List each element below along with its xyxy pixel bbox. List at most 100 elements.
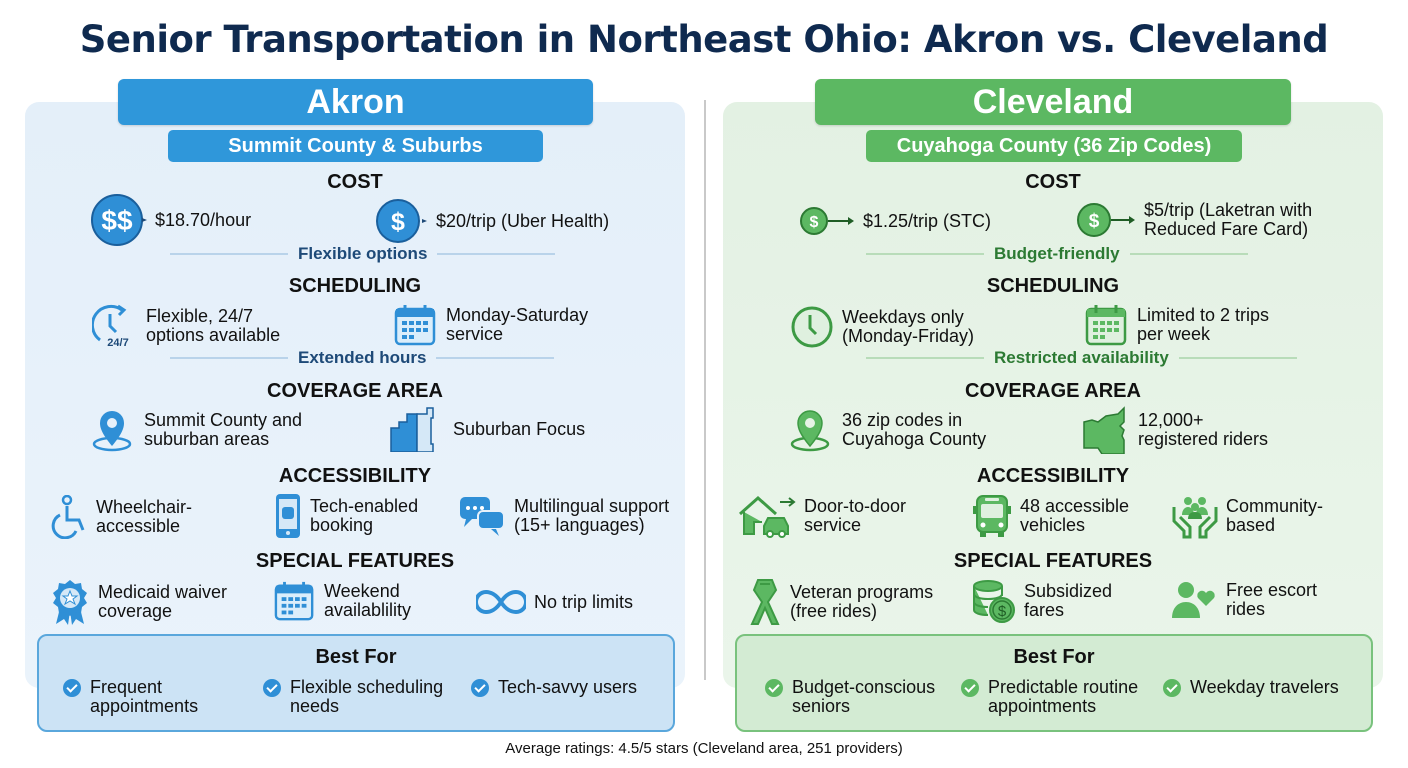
akron-coverage-area-line1: Summit County and <box>144 410 303 430</box>
ratings-footnote: Average ratings: 4.5/5 stars (Cleveland … <box>505 740 903 757</box>
location-pin-icon <box>92 408 136 452</box>
akron-best-for-item: Tech-savvy users <box>471 678 637 697</box>
chat-bubbles-icon <box>458 495 506 537</box>
akron-special-medicaid-line1: Medicaid waiver <box>98 582 228 602</box>
cleveland-access-community-line1: Community- <box>1226 496 1324 516</box>
infinity-icon <box>476 589 526 615</box>
svg-text:$: $ <box>391 208 405 236</box>
akron-scheduling-heading: SCHEDULING <box>288 275 422 297</box>
clock-icon <box>790 305 834 349</box>
cleveland-special-subsidized: $ Subsidized fares <box>972 578 1112 624</box>
coins-icon: $ <box>972 578 1016 624</box>
check-circle-icon <box>961 679 979 697</box>
cleveland-accessibility-heading: ACCESSIBILITY <box>976 465 1130 487</box>
akron-special-weekend: Weekend availablility <box>274 580 411 622</box>
svg-text:$$: $$ <box>101 205 133 236</box>
akron-scheduling-days: Monday-Saturday service <box>394 304 588 346</box>
ribbon-icon <box>748 578 782 626</box>
akron-access-wheelchair-line1: Wheelchair- <box>96 497 193 517</box>
cleveland-scheduling-tag: Restricted availability <box>866 348 1297 368</box>
akron-cost-hourly: $$ $18.70/hour <box>91 194 251 246</box>
akron-coverage-suburban: Suburban Focus <box>389 406 585 452</box>
award-ribbon-icon <box>50 578 90 626</box>
akron-coverage-area: Summit County and suburban areas <box>92 408 302 452</box>
cleveland-coverage-heading: COVERAGE AREA <box>965 380 1141 402</box>
page-title: Senior Transportation in Northeast Ohio:… <box>79 18 1329 61</box>
svg-text:24/7: 24/7 <box>107 337 128 348</box>
akron-best-for-item: Flexible scheduling needs <box>263 678 443 716</box>
cleveland-coverage-zips-line1: 36 zip codes in <box>842 410 963 430</box>
akron-accessibility-heading: ACCESSIBILITY <box>278 465 432 487</box>
cleveland-cost-heading: COST <box>1025 171 1081 193</box>
cleveland-panel <box>723 102 1383 688</box>
akron-scheduling-flexible: 24/7 Flexible, 24/7 options available <box>92 304 280 348</box>
akron-cost-heading: COST <box>327 171 383 193</box>
cleveland-special-subsidized-line1: Subsidized <box>1024 581 1113 601</box>
cleveland-access-door: Door-to-door service <box>738 494 906 538</box>
cleveland-best-for-item: Weekday travelers <box>1163 678 1339 697</box>
cleveland-special-veteran: Veteran programs (free rides) <box>748 578 933 626</box>
cleveland-access-vehicles-line1: 48 accessible <box>1020 496 1130 516</box>
akron-access-tech: Tech-enabled booking <box>274 492 418 540</box>
bus-icon <box>972 494 1012 538</box>
check-circle-icon <box>1163 679 1181 697</box>
double-dollar-icon: $$ <box>91 194 147 246</box>
akron-cost-tag: Flexible options <box>170 244 556 264</box>
cleveland-cost-laketran: $ $5/trip (Laketran with Reduced Fare Car… <box>1076 201 1312 239</box>
smartphone-icon <box>274 492 302 540</box>
akron-special-heading: SPECIAL FEATURES <box>255 550 455 572</box>
akron-coverage-heading: COVERAGE AREA <box>267 380 443 402</box>
akron-subtitle: Summit County & Suburbs <box>168 130 543 162</box>
check-circle-icon <box>471 679 489 697</box>
cleveland-cost-stc-text: $1.25/trip (STC) <box>863 210 992 231</box>
akron-panel <box>25 102 685 688</box>
akron-cost-uber: $ $20/trip (Uber Health) <box>376 198 609 244</box>
akron-special-no-limits-text: No trip limits <box>534 591 634 612</box>
akron-best-for: Best For Frequent appointments Flexible s… <box>37 634 675 732</box>
akron-cost-hourly-text: $18.70/hour <box>155 209 252 230</box>
check-circle-icon <box>263 679 281 697</box>
cleveland-best-for-item: Predictable routine appointments <box>961 678 1138 716</box>
wheelchair-icon <box>48 495 88 539</box>
akron-cost-uber-text: $20/trip (Uber Health) <box>436 210 610 231</box>
cleveland-access-door-line1: Door-to-door <box>804 496 907 516</box>
cleveland-coverage-riders: 12,000+ registered riders <box>1082 406 1268 454</box>
akron-access-wheelchair: Wheelchair-accessible <box>48 495 192 539</box>
akron-best-for-heading: Best For <box>315 646 397 668</box>
check-circle-icon <box>63 679 81 697</box>
cleveland-scheduling-limit-line1: Limited to 2 trips <box>1137 305 1270 325</box>
clock-24-7-icon: 24/7 <box>92 304 138 348</box>
cleveland-subtitle: Cuyahoga County (36 Zip Codes) <box>866 130 1242 162</box>
akron-header: Akron <box>118 79 593 125</box>
akron-access-multilingual: Multilingual support (15+ languages) <box>458 495 669 537</box>
cleveland-special-escort-line1: Free escort <box>1226 580 1318 600</box>
cleveland-cost-tag: Budget-friendly <box>866 244 1248 264</box>
check-circle-icon <box>765 679 783 697</box>
cleveland-cost-laketran-line1: $5/trip (Laketran with <box>1144 200 1313 220</box>
dollar-icon: $ <box>1076 202 1136 238</box>
cleveland-access-community: Community-based <box>1172 493 1323 539</box>
calendar-icon <box>274 580 316 622</box>
column-divider <box>704 100 706 680</box>
akron-access-tech-line1: Tech-enabled <box>310 496 419 516</box>
county-map-icon <box>389 406 445 452</box>
svg-text:$: $ <box>810 214 819 231</box>
cleveland-best-for-item: Budget-conscious seniors <box>765 678 935 716</box>
akron-scheduling-tag: Extended hours <box>170 348 555 368</box>
akron-special-no-limits: No trip limits <box>476 589 633 615</box>
cleveland-coverage-zips: 36 zip codes in Cuyahoga County <box>790 408 986 452</box>
cleveland-best-for: Best For Budget-conscious seniors Predict… <box>735 634 1373 732</box>
cleveland-best-for-heading: Best For <box>1013 646 1095 668</box>
cleveland-special-veteran-line1: Veteran programs <box>790 582 934 602</box>
cleveland-scheduling-weekdays: Weekdays only (Monday-Friday) <box>790 305 974 349</box>
cleveland-scheduling-weekdays-line1: Weekdays only <box>842 307 964 327</box>
cleveland-header: Cleveland <box>815 79 1291 125</box>
akron-scheduling-flexible-line1: Flexible, 24/7 <box>146 306 254 326</box>
community-hands-icon <box>1172 493 1218 539</box>
cleveland-cost-stc: $ $1.25/trip (STC) <box>799 207 991 235</box>
cleveland-coverage-riders-line1: 12,000+ <box>1138 410 1204 430</box>
cleveland-access-vehicles: 48 accessible vehicles <box>972 494 1129 538</box>
cleveland-special-escort: Free escort rides <box>1172 580 1317 620</box>
house-car-icon <box>738 494 796 538</box>
svg-text:$: $ <box>998 603 1007 620</box>
